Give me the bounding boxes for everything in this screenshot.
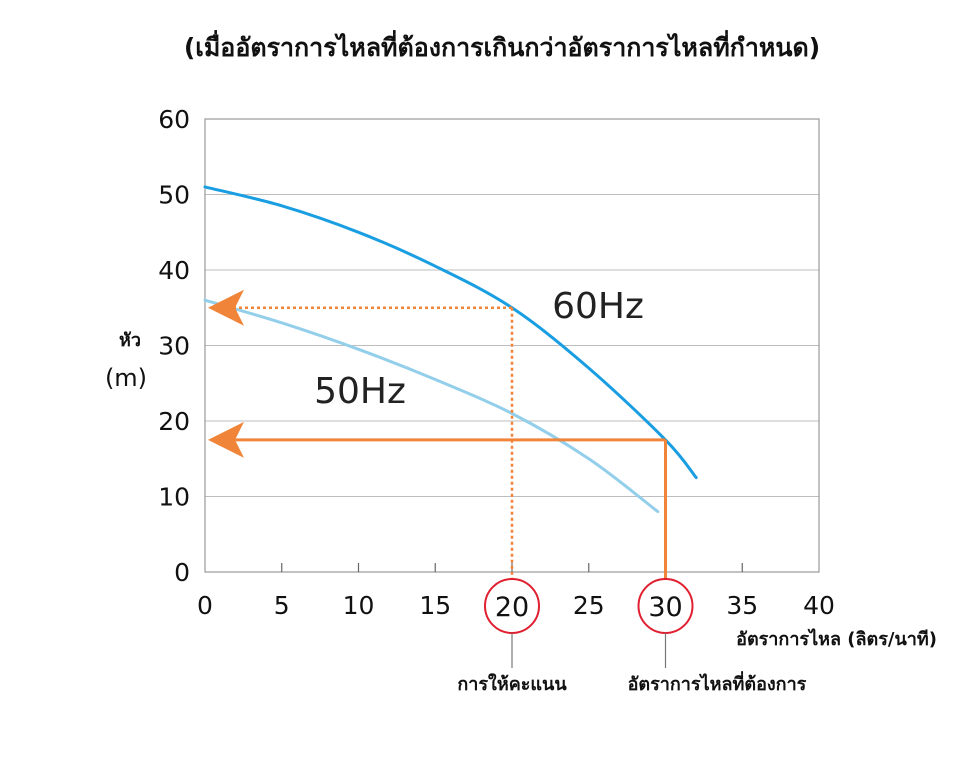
x-tick-label-30: 30 [648,592,682,623]
rated-head-arrow [208,289,244,326]
y-tick-label-20: 20 [158,407,190,436]
series-line-50Hz [203,298,660,514]
y-tick-label-10: 10 [158,483,190,512]
y-tick-label-60: 60 [158,105,190,134]
x-tick-label-15: 15 [419,591,451,620]
annotation-layer [208,289,667,594]
y-tick-label-30: 30 [158,332,190,361]
rated-flow-label: การให้คะแนน [457,673,567,695]
required-head-arrow [208,421,244,458]
x-tick-labels: 0 5 10 15 20 25 30 35 40 [197,578,835,668]
y-tick-label-40: 40 [158,256,190,285]
series-layer: 60Hz 50Hz [203,185,698,514]
y-axis-label: หัว [119,330,141,351]
x-tick-label-20: 20 [495,592,529,623]
x-tick-label-40: 40 [803,591,835,620]
required-flow-label: อัตราการไหลที่ต้องการ [628,671,807,695]
y-tick-labels: 0 10 20 30 40 50 60 [158,105,190,587]
series-label-60Hz: 60Hz [552,286,644,327]
x-tick-label-35: 35 [726,591,758,620]
chart-title: (เมื่ออัตราการไหลที่ต้องการเกินกว่าอัตรา… [184,30,820,62]
series-label-50Hz: 50Hz [314,371,406,412]
x-axis-label: อัตราการไหล (ลิตร/นาที) [736,628,937,650]
x-tick-label-5: 5 [274,591,290,620]
y-tick-label-50: 50 [158,181,190,210]
y-tick-label-0: 0 [174,558,190,587]
x-tick-label-0: 0 [197,591,213,620]
series-line-60Hz [203,185,698,480]
x-tick-label-25: 25 [573,591,605,620]
y-axis-unit: (m) [105,364,147,392]
x-tick-label-10: 10 [343,591,375,620]
